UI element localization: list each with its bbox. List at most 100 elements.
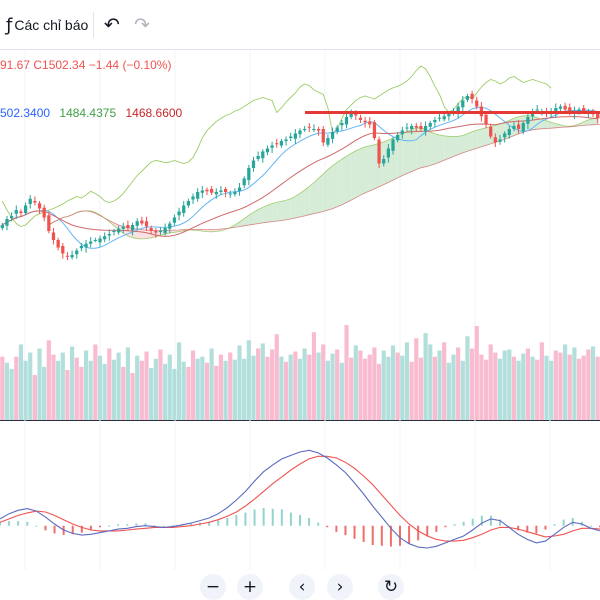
candle-body <box>512 126 516 129</box>
volume-bar <box>130 373 135 420</box>
volume-bar <box>335 349 340 420</box>
volume-bar <box>144 351 149 420</box>
cloud-segment <box>434 133 440 164</box>
reset-chart-button[interactable]: ↻ <box>378 574 404 600</box>
candle-body <box>168 223 172 229</box>
volume-bar <box>4 362 10 420</box>
cloud-segment <box>313 178 319 214</box>
candle-body <box>14 210 18 214</box>
candle-body <box>205 189 209 192</box>
cloud-segment <box>258 207 263 224</box>
toolbar-divider <box>93 12 94 38</box>
volume-bar <box>302 348 307 420</box>
candle-body <box>405 127 409 129</box>
volume-bar <box>46 340 51 420</box>
macd-histogram-bar <box>444 525 447 528</box>
candle-body <box>363 120 367 123</box>
ichimoku-legend: 502.3400 1484.4375 1468.6600 <box>0 106 188 120</box>
macd-histogram-bar <box>471 518 474 526</box>
volume-bar <box>232 359 237 420</box>
candle-body <box>396 135 400 141</box>
chart-toolbar: ƒ Các chỉ báo ↶ ↷ <box>0 0 600 50</box>
volume-bar <box>176 342 182 420</box>
candle-body <box>172 217 177 223</box>
cloud-segment <box>430 131 435 166</box>
zoom-in-button[interactable]: + <box>237 574 263 600</box>
candle-body <box>307 126 311 128</box>
candle-body <box>340 123 344 126</box>
undo-button[interactable]: ↶ <box>97 8 127 42</box>
indicators-button[interactable]: ƒ Các chỉ báo <box>0 8 100 42</box>
cloud-segment <box>472 130 477 150</box>
macd-histogram-bar <box>335 525 338 532</box>
candle-body <box>498 139 502 142</box>
candle-body <box>89 241 93 244</box>
volume-bar <box>325 360 330 420</box>
macd-histogram-bar <box>89 525 92 530</box>
candle-body <box>558 106 563 109</box>
reset-icon: ↻ <box>383 577 399 597</box>
cloud-segment <box>332 162 338 209</box>
volume-bar <box>558 352 563 420</box>
senkou-span-b <box>48 123 600 231</box>
volume-bar <box>228 352 233 420</box>
candle-body <box>196 192 200 199</box>
cloud-segment <box>500 122 505 141</box>
volume-bar <box>256 348 261 420</box>
cloud-segment <box>272 202 277 222</box>
cloud-segment <box>467 131 473 152</box>
candle-body <box>503 133 507 138</box>
volume-bar <box>502 350 507 420</box>
price-chart[interactable] <box>0 50 600 570</box>
candle-body <box>256 156 260 159</box>
macd-histogram-bar <box>526 525 529 533</box>
volume-bar <box>321 344 326 420</box>
volume-bar <box>363 358 368 420</box>
volume-bar <box>525 348 530 420</box>
cloud-segment <box>444 135 449 161</box>
volume-bar <box>307 354 312 420</box>
redo-button[interactable]: ↷ <box>127 8 157 42</box>
volume-bar <box>572 347 577 420</box>
macd-histogram-bar <box>144 523 147 526</box>
scroll-right-button[interactable]: › <box>327 574 353 600</box>
macd-histogram-bar <box>480 515 483 526</box>
cloud-segment <box>253 209 259 225</box>
candle-body <box>233 192 237 195</box>
volume-bar <box>60 352 65 420</box>
volume-bar <box>372 347 377 420</box>
volume-bar <box>418 357 424 420</box>
candle-body <box>247 168 251 180</box>
macd-histogram-bar <box>35 525 38 527</box>
volume-bar <box>186 366 191 420</box>
cloud-segment <box>481 127 487 147</box>
candle-body <box>577 109 581 111</box>
macd-histogram-bar <box>317 522 320 526</box>
volume-bar <box>251 355 256 420</box>
volume-bar <box>65 369 70 420</box>
scroll-left-button[interactable]: ‹ <box>289 574 315 600</box>
macd-histogram-bar <box>289 512 292 526</box>
candle-body <box>191 196 195 200</box>
cloud-segment <box>588 118 594 126</box>
volume-bar <box>83 350 89 420</box>
macd-histogram-bar <box>453 524 456 526</box>
candle-body <box>535 109 539 111</box>
candle-body <box>265 148 270 153</box>
cloud-segment <box>411 127 417 172</box>
volume-bar <box>376 363 382 420</box>
macd-histogram-bar <box>326 525 329 528</box>
volume-bar <box>97 355 103 420</box>
volume-bar <box>274 334 279 420</box>
cloud-segment <box>402 131 407 176</box>
macd-histogram-bar <box>135 523 138 526</box>
candle-body <box>461 100 465 108</box>
candle-body <box>344 117 349 125</box>
cloud-segment <box>355 148 361 198</box>
volume-bar <box>270 349 275 420</box>
candle-body <box>298 130 302 135</box>
macd-histogram-bar <box>217 520 220 526</box>
zoom-out-button[interactable]: − <box>200 574 226 600</box>
macd-histogram-bar <box>535 525 538 534</box>
macd-histogram-bar <box>589 525 592 527</box>
